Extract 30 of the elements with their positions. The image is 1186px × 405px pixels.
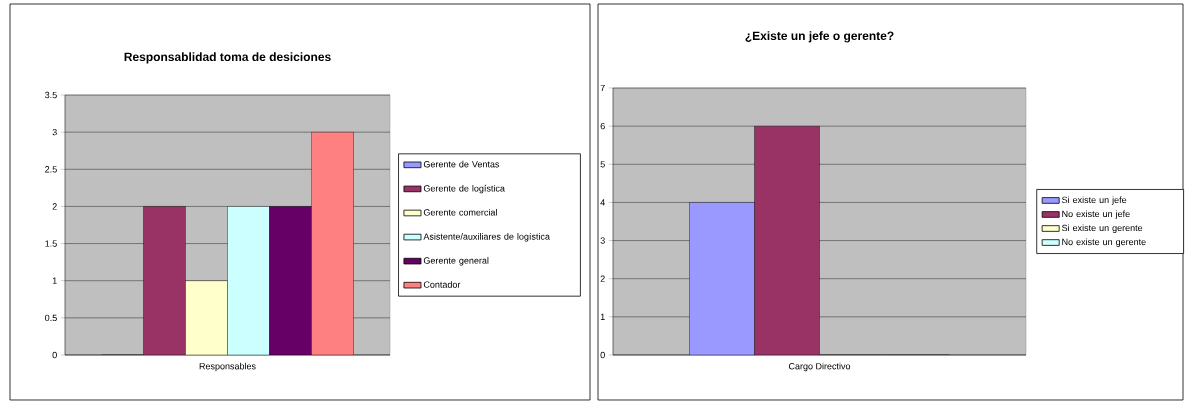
y-tick-label: 6	[600, 122, 605, 130]
legend-label: No existe un jefe	[1062, 210, 1130, 219]
y-tick-label: 2	[52, 203, 57, 210]
x-tick-label: Cargo Directivo	[788, 362, 851, 372]
y-tick-label: 5	[600, 161, 605, 168]
y-tick-label: 0	[600, 351, 605, 359]
legend-label: Gerente de logística	[423, 184, 505, 194]
legend-label: Si existe un gerente	[1062, 224, 1143, 233]
y-tick-label: 3	[52, 128, 57, 136]
y-tick-label: 1.5	[45, 240, 57, 247]
legend-label: No existe un gerente	[1062, 238, 1146, 247]
legend-label: Asistente/auxiliares de logística	[423, 232, 550, 242]
y-tick-label: 2.5	[45, 166, 57, 173]
legend-label: Gerente comercial	[423, 208, 497, 216]
y-tick-label: 4	[600, 199, 605, 206]
legend-label: Si existe un jefe	[1062, 196, 1127, 205]
legend-label: Gerente de Ventas	[423, 160, 500, 168]
y-tick-label: 0	[52, 351, 57, 359]
chart-title: Responsablidad toma de desiciones	[124, 52, 331, 64]
y-tick-label: 1	[600, 313, 605, 320]
y-tick-label: 3	[600, 237, 605, 244]
legend-label: Contador	[423, 281, 461, 288]
x-tick-label: Responsables	[199, 362, 256, 372]
y-tick-label: 7	[600, 84, 605, 92]
chart-title: ¿Existe un jefe o gerente?	[745, 31, 894, 43]
y-tick-label: 1	[52, 277, 57, 284]
y-tick-label: 0.5	[45, 314, 57, 322]
legend-label: Gerente general	[423, 257, 489, 266]
y-tick-label: 2	[600, 275, 605, 282]
y-tick-label: 3.5	[45, 91, 57, 99]
